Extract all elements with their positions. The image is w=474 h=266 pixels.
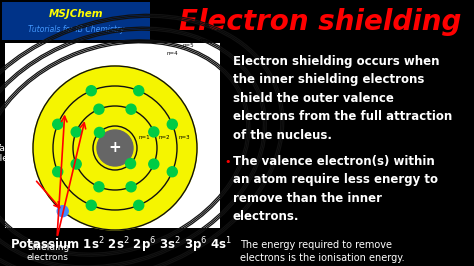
Circle shape: [126, 159, 136, 169]
Text: Tutorials for IB Chemistry: Tutorials for IB Chemistry: [28, 26, 124, 35]
Text: Potassium 1s$^2$ 2s$^2$ 2p$^6$ 3s$^2$ 3p$^6$ 4s$^1$: Potassium 1s$^2$ 2s$^2$ 2p$^6$ 3s$^2$ 3p…: [10, 235, 232, 255]
Text: n=2: n=2: [159, 135, 171, 140]
Text: Shielding
electrons: Shielding electrons: [27, 243, 69, 262]
Circle shape: [97, 130, 133, 166]
Text: Electron shielding: Electron shielding: [179, 8, 461, 36]
Text: Electron shielding occurs when
the inner shielding electrons
shield the outer va: Electron shielding occurs when the inner…: [233, 55, 452, 142]
Circle shape: [53, 119, 63, 129]
Text: n=6: n=6: [200, 38, 211, 43]
Text: The energy required to remove
electrons is the ionisation energy.: The energy required to remove electrons …: [240, 240, 405, 263]
Circle shape: [57, 206, 68, 217]
Circle shape: [53, 167, 63, 177]
Circle shape: [94, 182, 104, 192]
Text: Valence
electron: Valence electron: [0, 144, 31, 163]
Circle shape: [71, 159, 81, 169]
Circle shape: [134, 86, 144, 96]
Text: n=3: n=3: [179, 135, 191, 140]
Text: +: +: [109, 140, 121, 156]
Circle shape: [167, 167, 177, 177]
Text: n=4: n=4: [167, 51, 179, 56]
Circle shape: [167, 119, 177, 129]
Text: n=1: n=1: [139, 135, 151, 140]
Text: n=5: n=5: [183, 43, 195, 48]
FancyBboxPatch shape: [5, 43, 220, 228]
Text: MSJChem: MSJChem: [49, 9, 103, 19]
Circle shape: [86, 86, 96, 96]
Circle shape: [126, 104, 136, 114]
Circle shape: [94, 104, 104, 114]
Circle shape: [126, 182, 136, 192]
Circle shape: [86, 200, 96, 210]
Text: •: •: [225, 157, 231, 167]
FancyBboxPatch shape: [2, 2, 150, 40]
Circle shape: [33, 66, 197, 230]
Circle shape: [149, 127, 159, 137]
Circle shape: [71, 127, 81, 137]
Circle shape: [134, 200, 144, 210]
Circle shape: [94, 127, 104, 138]
Circle shape: [149, 159, 159, 169]
Text: The valence electron(s) within
an atom require less energy to
remove than the in: The valence electron(s) within an atom r…: [233, 155, 438, 223]
